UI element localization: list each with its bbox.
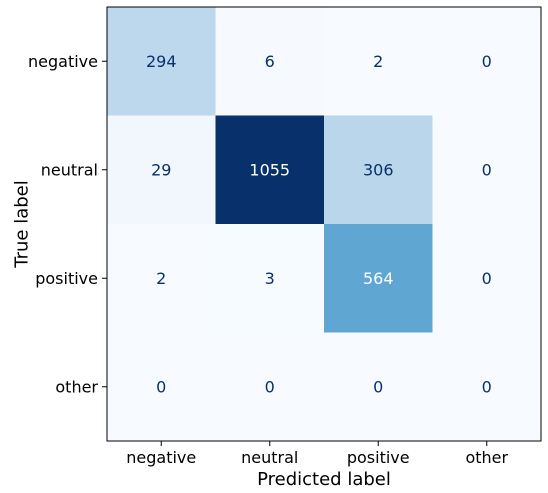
heatmap-cell xyxy=(107,7,216,116)
heatmap-cell-value: 29 xyxy=(151,160,171,179)
heatmap-cell xyxy=(432,332,542,442)
heatmap-cell-value: 0 xyxy=(482,160,492,179)
x-tick-label: neutral xyxy=(241,448,298,467)
x-axis-title: Predicted label xyxy=(257,469,391,490)
heatmap-cell-value: 0 xyxy=(265,377,275,396)
heatmap-cell xyxy=(324,7,433,116)
plot-frame xyxy=(106,6,542,442)
heatmap-cell xyxy=(107,115,216,225)
x-tick-label: other xyxy=(465,448,508,467)
heatmap-cell xyxy=(432,224,542,333)
heatmap-cell-value: 0 xyxy=(156,377,166,396)
heatmap-cell xyxy=(432,7,542,116)
heatmap-cells xyxy=(107,7,542,442)
heatmap-cell xyxy=(107,224,216,333)
y-tick-label: positive xyxy=(35,269,98,288)
y-tick-label: neutral xyxy=(41,160,98,179)
heatmap-cell-value: 0 xyxy=(373,377,383,396)
heatmap-cell xyxy=(324,115,433,225)
y-tick-label: negative xyxy=(28,52,98,71)
heatmap-cell-value: 294 xyxy=(146,52,177,71)
y-tick-label: other xyxy=(55,377,98,396)
heatmap-cell xyxy=(324,332,433,442)
heatmap-cell-labels: 294 6 2 0 29 1055 306 0 2 3 564 0 0 0 0 0 xyxy=(146,52,492,397)
heatmap-cell xyxy=(215,224,325,333)
heatmap-cell-value: 564 xyxy=(363,269,394,288)
heatmap-cell-value: 2 xyxy=(373,52,383,71)
y-axis-title: True label xyxy=(12,180,33,269)
heatmap-cell xyxy=(215,7,325,116)
heatmap-cell-value: 0 xyxy=(482,269,492,288)
heatmap-cell-value: 306 xyxy=(363,160,394,179)
heatmap-cell-value: 2 xyxy=(156,269,166,288)
heatmap-cell xyxy=(215,115,325,225)
heatmap-cell xyxy=(107,332,216,442)
heatmap-cell-value: 0 xyxy=(482,377,492,396)
x-axis-ticks: negative neutral positive other xyxy=(126,441,508,467)
heatmap-cell xyxy=(215,332,325,442)
heatmap-cell xyxy=(324,224,433,333)
x-tick-label: positive xyxy=(347,448,410,467)
heatmap-cell-value: 0 xyxy=(482,52,492,71)
heatmap-cell-value: 1055 xyxy=(249,160,290,179)
y-axis-ticks: negative neutral positive other xyxy=(28,52,107,396)
heatmap-cell-value: 3 xyxy=(265,269,275,288)
x-tick-label: negative xyxy=(126,448,196,467)
heatmap-cell-value: 6 xyxy=(265,52,275,71)
heatmap-cell xyxy=(432,115,542,225)
